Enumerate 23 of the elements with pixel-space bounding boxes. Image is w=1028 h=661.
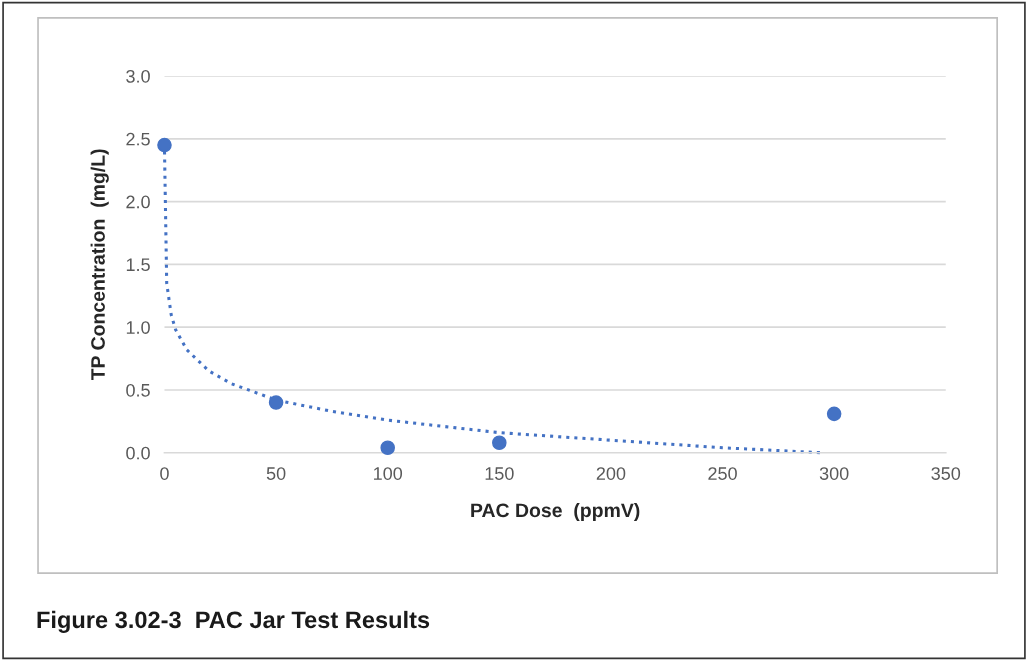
y-tick-label: 3.0 bbox=[126, 69, 150, 83]
y-tick-label: 2.5 bbox=[126, 132, 150, 146]
x-tick-label: 0 bbox=[160, 467, 169, 480]
point bbox=[268, 395, 284, 410]
x-tick-label: 100 bbox=[374, 467, 403, 480]
y-tick-label: 0.5 bbox=[126, 383, 150, 397]
x-tick-label: 350 bbox=[931, 467, 961, 480]
y-axis-title: TP Concentration (mg/L) bbox=[90, 149, 109, 381]
point bbox=[380, 440, 395, 456]
y-tick-label: 0.0 bbox=[126, 446, 150, 460]
text: Figure 3.02-3 PAC Jar Test Results bbox=[37, 610, 430, 633]
point bbox=[826, 406, 842, 422]
y-tick-label: 1.5 bbox=[126, 258, 150, 272]
x-tick-label: 300 bbox=[819, 467, 849, 480]
x-tick-label: 150 bbox=[485, 467, 514, 480]
x-tick-label: 250 bbox=[708, 467, 737, 480]
y-tick-label: 2.0 bbox=[126, 195, 150, 209]
x-tick-label: 200 bbox=[596, 467, 626, 480]
x-tick-label: 50 bbox=[266, 467, 286, 480]
point bbox=[492, 435, 507, 451]
x-axis-title: PAC Dose (ppmV) bbox=[471, 502, 640, 522]
y-tick-label: 1.0 bbox=[126, 321, 150, 334]
point bbox=[157, 137, 172, 153]
